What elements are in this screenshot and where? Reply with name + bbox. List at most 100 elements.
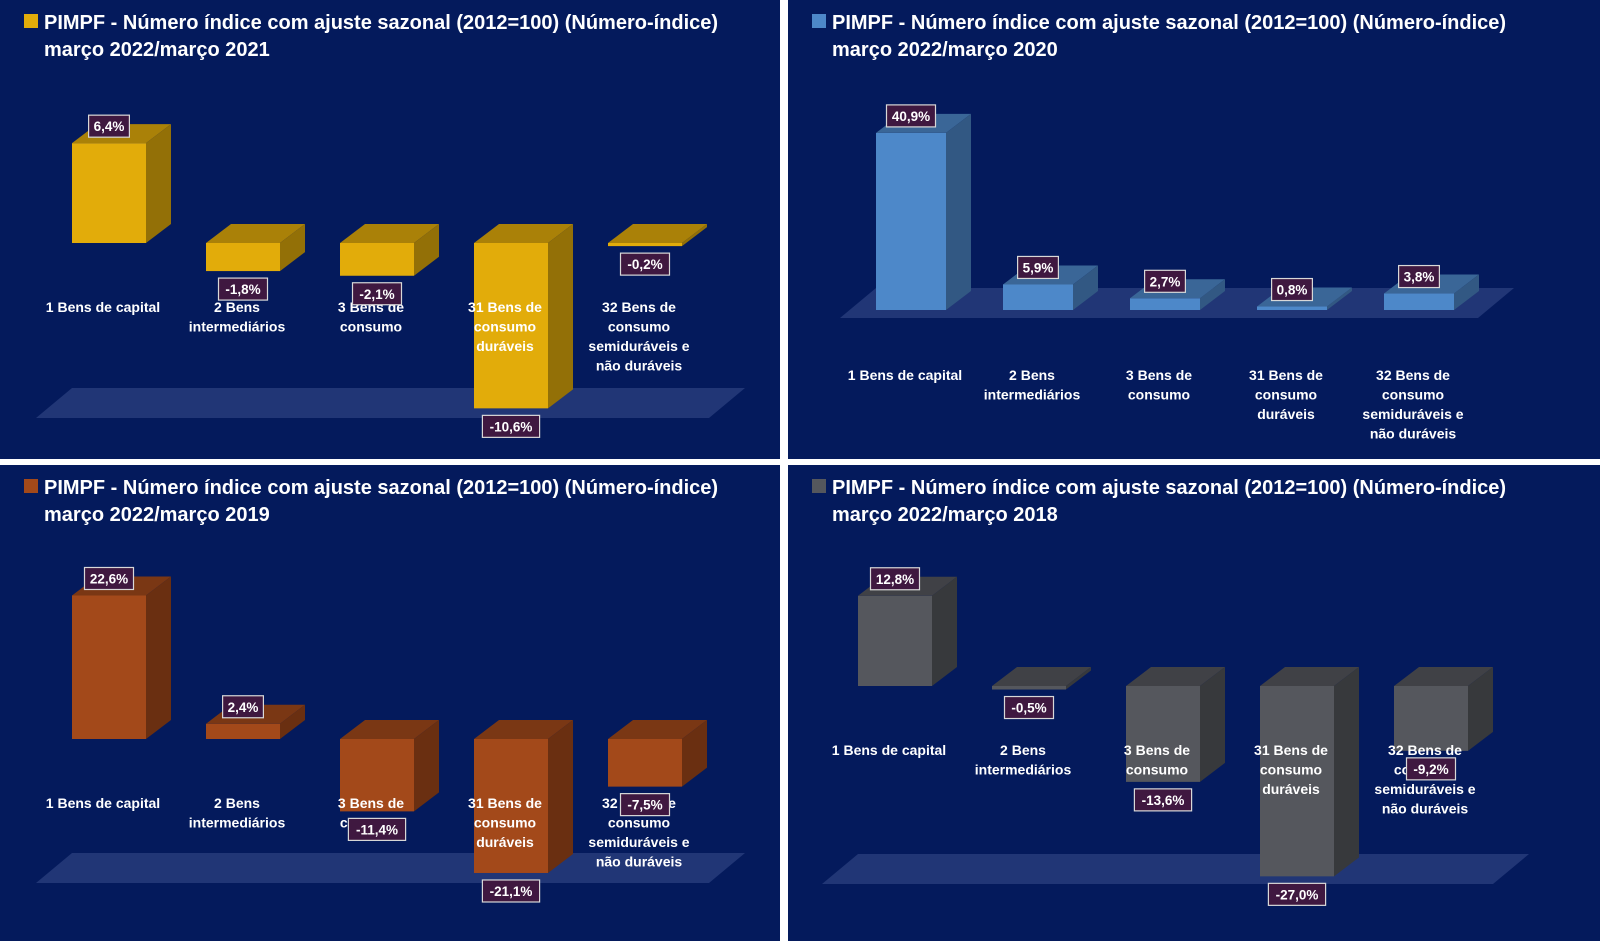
data-label-text: 5,9% xyxy=(1023,260,1054,275)
bar-front xyxy=(1260,686,1334,877)
bar-5 xyxy=(608,224,707,247)
data-label-box xyxy=(1017,255,1060,280)
category-label-line: consumo xyxy=(608,815,670,831)
bar-top xyxy=(206,224,305,243)
chart-title-line2: março 2022/março 2021 xyxy=(44,39,270,61)
bar-front xyxy=(876,132,946,310)
data-label-box xyxy=(351,282,403,306)
bar-side xyxy=(932,576,957,686)
data-label-box xyxy=(83,566,135,591)
data-label-text: -13,6% xyxy=(1142,793,1185,808)
chart-title-line1: PIMPF - Número índice com ajuste sazonal… xyxy=(44,477,719,499)
category-label-line: não duráveis xyxy=(1370,426,1457,442)
data-label-box xyxy=(619,252,671,276)
data-label: -9,2% xyxy=(1405,757,1457,781)
panel-top-left: PIMPF - Número índice com ajuste sazonal… xyxy=(0,0,780,459)
category-label-line: 2 Bens xyxy=(214,299,260,315)
bar-front xyxy=(206,723,280,739)
bar-3 xyxy=(1126,667,1225,782)
bar-top xyxy=(474,224,573,243)
legend-swatch xyxy=(812,14,826,28)
data-label-text: -0,5% xyxy=(1011,701,1046,716)
bar-front xyxy=(474,243,548,409)
category-label-line: duráveis xyxy=(476,834,534,850)
bar-front xyxy=(474,739,548,873)
bar-side xyxy=(1334,667,1359,877)
category-label: 31 Bens de consumo duráveis xyxy=(468,795,542,850)
bar-top xyxy=(608,224,707,243)
data-label: -7,5% xyxy=(619,793,671,817)
bar-5 xyxy=(608,720,707,787)
category-label-line: 31 Bens de xyxy=(1254,742,1328,758)
data-label-box xyxy=(217,277,269,301)
bar-front xyxy=(72,143,146,243)
bar-side xyxy=(1200,667,1225,782)
category-label: 31 Bens de consumo duráveis xyxy=(1249,367,1323,422)
bar-front xyxy=(340,243,414,276)
data-label: -1,8% xyxy=(217,277,269,301)
data-label-text: 2,7% xyxy=(1150,274,1181,289)
data-label: 22,6% xyxy=(83,566,135,591)
category-label-line: 1 Bens de capital xyxy=(46,299,160,315)
data-label-box xyxy=(1271,277,1314,302)
category-label-line: 31 Bens de xyxy=(1249,367,1323,383)
category-label-line: 3 Bens de xyxy=(1126,367,1192,383)
category-label-line: consumo xyxy=(1126,762,1188,778)
category-label-line: consumo xyxy=(474,815,536,831)
data-label-text: -11,4% xyxy=(356,822,398,837)
bar-side xyxy=(1066,667,1091,690)
bar-3 xyxy=(340,224,439,276)
chart-floor xyxy=(822,854,1529,884)
data-label-text: -1,8% xyxy=(225,282,260,297)
category-label-line: intermediários xyxy=(984,387,1081,403)
data-label-box xyxy=(1405,757,1457,781)
category-label-line: intermediários xyxy=(189,815,286,831)
bar-front xyxy=(1003,284,1073,310)
data-label-text: -27,0% xyxy=(1276,887,1319,902)
data-label-text: 2,4% xyxy=(228,700,259,715)
bar-top xyxy=(340,720,439,739)
category-label-line: consumo xyxy=(1260,762,1322,778)
category-label: 3 Bens de consumo xyxy=(1126,367,1192,403)
data-label: -0,5% xyxy=(1003,695,1055,720)
bar-front xyxy=(340,739,414,812)
bar-front xyxy=(72,595,146,739)
legend-swatch xyxy=(24,479,38,493)
bar-1 xyxy=(858,576,957,686)
data-label-box xyxy=(1397,264,1440,289)
category-label-line: consumo xyxy=(340,319,402,335)
category-label-line: não duráveis xyxy=(1382,801,1469,817)
data-label: -21,1% xyxy=(481,879,541,903)
chart-title: PIMPF - Número índice com ajuste sazonal… xyxy=(24,10,764,64)
chart-floor xyxy=(36,388,745,418)
category-label: 2 Bens intermediários xyxy=(189,795,286,831)
category-label-line: semiduráveis e xyxy=(1374,781,1475,797)
category-label-line: 3 Bens de xyxy=(338,795,404,811)
bar-side xyxy=(682,720,707,787)
chart-title-line1: PIMPF - Número índice com ajuste sazonal… xyxy=(832,477,1507,499)
data-label: 0,8% xyxy=(1271,277,1314,302)
data-label-text: 12,8% xyxy=(876,572,914,587)
data-label-text: -21,1% xyxy=(490,884,533,899)
bar-side xyxy=(1468,667,1493,751)
category-label-line: semiduráveis e xyxy=(588,834,689,850)
data-label-box xyxy=(87,114,130,138)
data-label: 6,4% xyxy=(87,114,130,138)
data-label-box xyxy=(481,879,541,903)
data-label-box xyxy=(481,414,541,438)
bar-side xyxy=(146,124,171,243)
data-label-box xyxy=(885,104,937,128)
category-label-line: 1 Bens de capital xyxy=(848,367,962,383)
category-label-line: não duráveis xyxy=(596,854,683,870)
chart-title-line2: março 2022/março 2018 xyxy=(832,504,1058,526)
category-label-line: semiduráveis e xyxy=(588,338,689,354)
bar-top xyxy=(1126,667,1225,686)
bar-side xyxy=(280,704,305,739)
bar-chart: 1 Bens de capital 2 Bens intermediários 3 B… xyxy=(822,567,1529,906)
bar-front xyxy=(858,595,932,686)
bar-side xyxy=(146,576,171,739)
data-label: -0,2% xyxy=(619,252,671,276)
bar-front xyxy=(1257,306,1327,310)
category-label-line: intermediários xyxy=(975,762,1072,778)
bar-side xyxy=(280,224,305,272)
